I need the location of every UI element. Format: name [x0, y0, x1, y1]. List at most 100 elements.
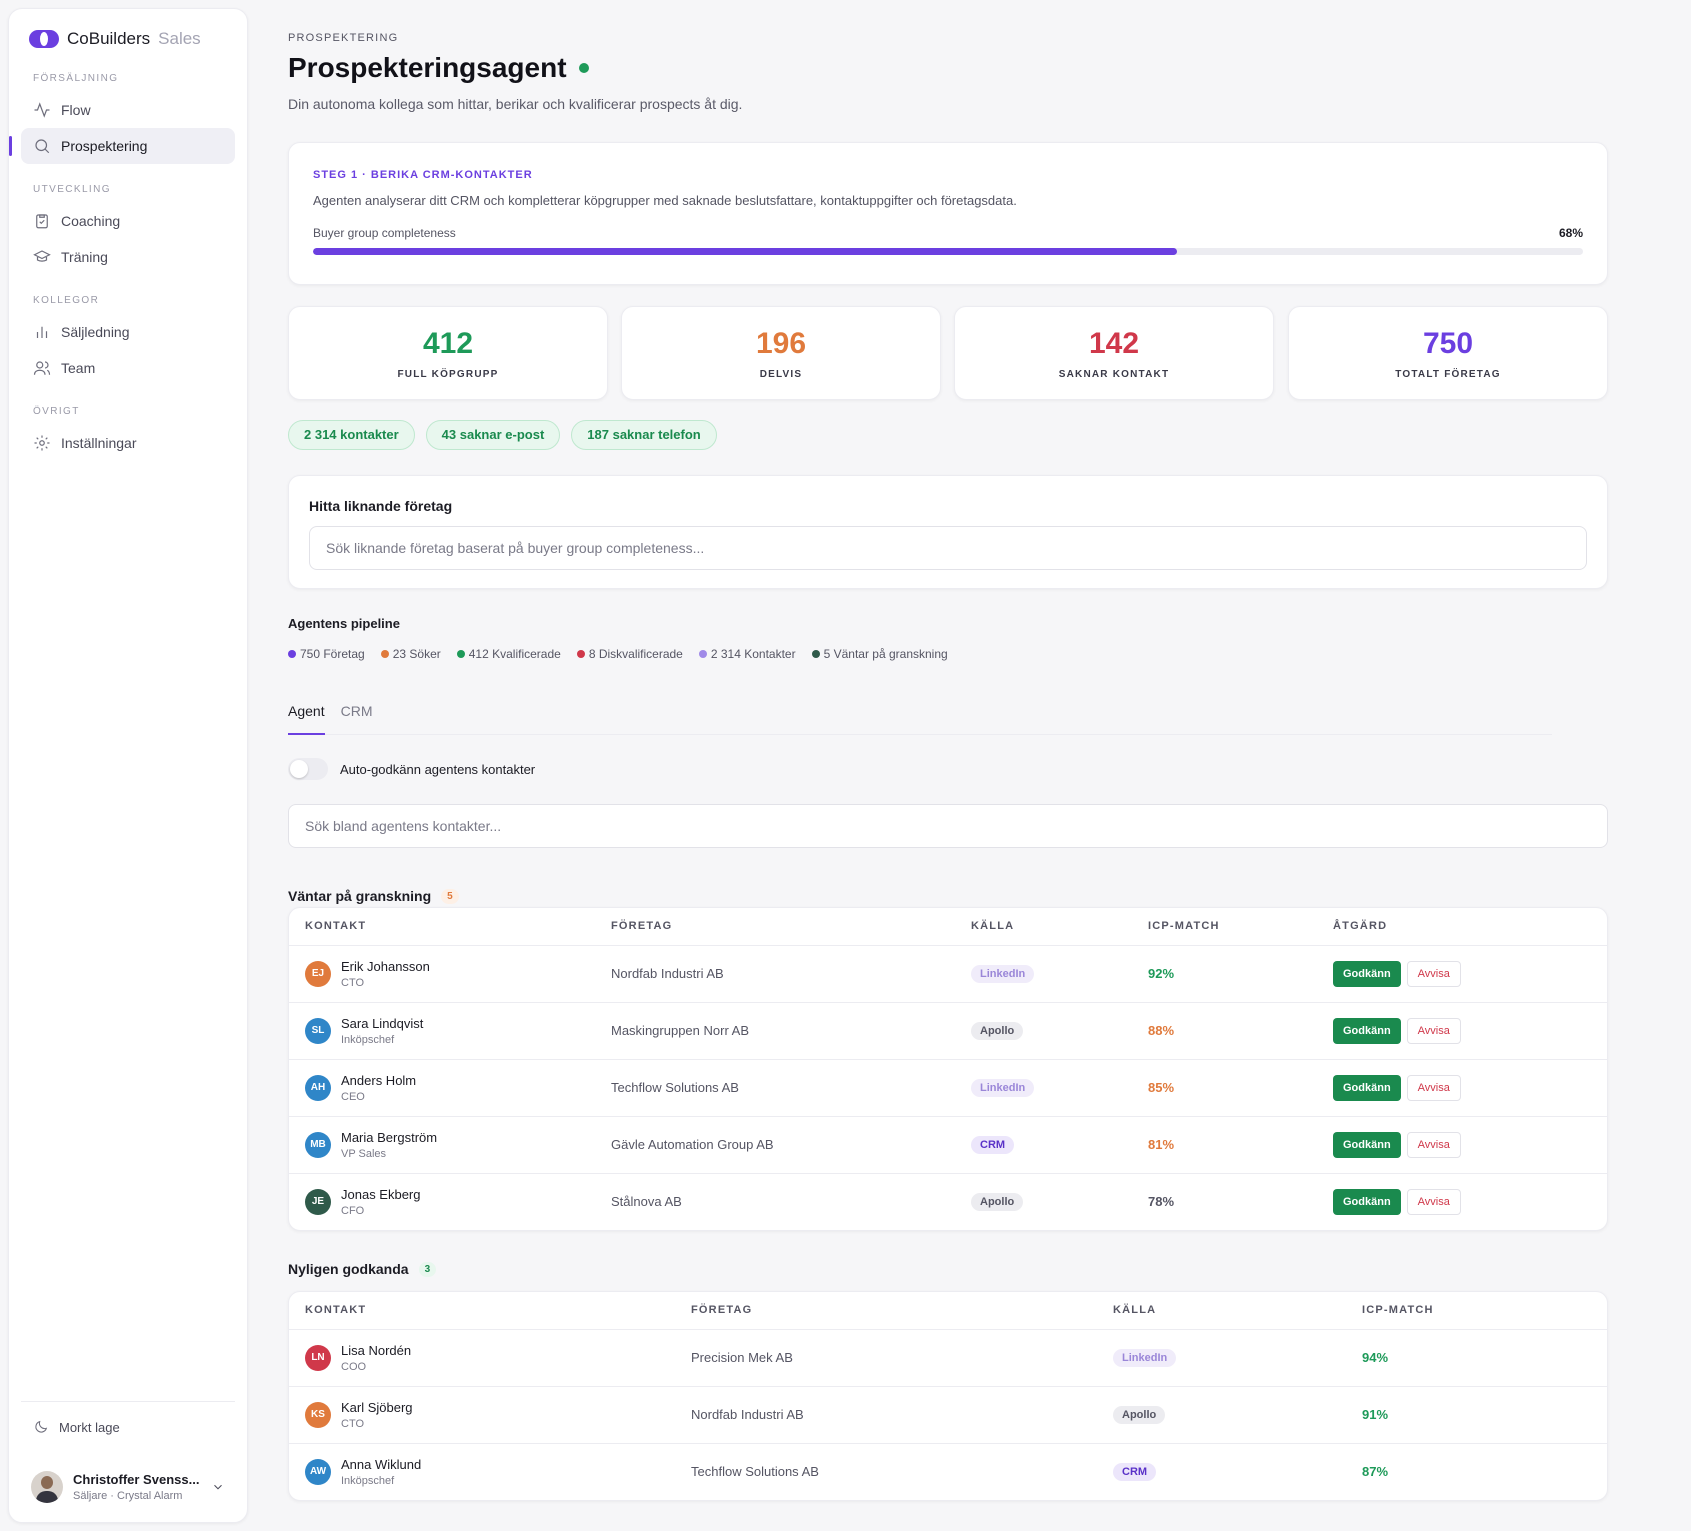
table-header-row: KONTAKT FÖRETAG KÄLLA ICP-MATCH ÅTGÄRD	[289, 908, 1607, 946]
contact-name[interactable]: Sara Lindqvist	[341, 1015, 424, 1031]
status-dot	[578, 63, 589, 73]
contact-name[interactable]: Erik Johansson	[341, 958, 430, 974]
reject-button[interactable]: Avvisa	[1406, 960, 1461, 987]
pill-contacts[interactable]: 2 314 kontakter	[288, 420, 415, 450]
reject-button[interactable]: Avvisa	[1406, 1017, 1461, 1044]
sidebar-item-traning[interactable]: Träning	[21, 239, 235, 275]
brand-name: CoBuilders	[67, 29, 151, 48]
nav-section-kollegor: KOLLEGOR Säljledning Team	[9, 295, 247, 386]
approve-button[interactable]: Godkänn	[1333, 1074, 1401, 1101]
legend-dot	[811, 650, 820, 658]
similar-title: Hitta liknande företag	[309, 498, 453, 514]
column-header: KÄLLA	[955, 908, 1132, 946]
approved-table: KONTAKT FÖRETAG KÄLLA ICP-MATCH LN Lisa N…	[289, 1292, 1607, 1500]
page-title-row: Prospekteringsagent	[288, 52, 589, 84]
chevron-down-icon[interactable]	[211, 1480, 225, 1494]
approve-button[interactable]: Godkänn	[1333, 1131, 1401, 1158]
stat-card-full-kopgrupp[interactable]: 412 FULL KÖPGRUPP	[288, 306, 608, 400]
stat-card-delvis[interactable]: 196 DELVIS	[621, 306, 941, 400]
auto-approve-row: Auto-godkänn agentens kontakter	[288, 758, 535, 780]
progress-fill	[313, 248, 1177, 255]
contact-info: Maria Bergström VP Sales	[341, 1130, 437, 1160]
icp-cell: 78%	[1132, 1173, 1317, 1230]
user-menu[interactable]: Christoffer Svenss... Säljare · Crystal …	[9, 1452, 247, 1522]
pending-table: KONTAKT FÖRETAG KÄLLA ICP-MATCH ÅTGÄRD E…	[289, 908, 1607, 1230]
progress-bar	[313, 248, 1583, 255]
contact: SL Sara Lindqvist Inköpschef	[305, 1016, 579, 1046]
avatar: AH	[305, 1074, 331, 1101]
nav-heading: KOLLEGOR	[33, 295, 100, 306]
approved-table-body: LN Lisa Nordén COO Precision Mek AB LinkedIn…	[289, 1329, 1607, 1500]
contact-role: CEO	[341, 1090, 365, 1103]
icp-match-value: 81%	[1148, 1137, 1175, 1152]
company-cell: Maskingruppen Norr AB	[595, 1002, 955, 1060]
brand-logo[interactable]: CoBuilders Sales	[9, 9, 247, 53]
source-badge: Apollo	[1113, 1405, 1166, 1424]
stat-label: SAKNAR KONTAKT	[1058, 369, 1170, 380]
approved-table-card: KONTAKT FÖRETAG KÄLLA ICP-MATCH LN Lisa N…	[288, 1291, 1608, 1501]
stat-card-saknar-kontakt[interactable]: 142 SAKNAR KONTAKT	[954, 306, 1274, 400]
icp-cell: 91%	[1346, 1386, 1607, 1444]
contact-name[interactable]: Jonas Ekberg	[341, 1186, 421, 1202]
contact-name[interactable]: Lisa Nordén	[341, 1342, 412, 1358]
source-cell: LinkedIn	[1097, 1329, 1346, 1387]
approve-button[interactable]: Godkänn	[1333, 1188, 1401, 1215]
stat-label: TOTALT FÖRETAG	[1395, 369, 1501, 380]
sidebar-item-prospektering[interactable]: Prospektering	[9, 128, 235, 164]
approved-title: Nyligen godkanda	[288, 1261, 409, 1277]
pill-missing-email[interactable]: 43 saknar e-post	[425, 420, 561, 450]
legend-dot	[380, 650, 389, 658]
contact: AW Anna Wiklund Inköpschef	[305, 1457, 659, 1487]
contact-name[interactable]: Maria Bergström	[341, 1129, 438, 1145]
approve-button[interactable]: Godkänn	[1333, 960, 1401, 987]
contact-name[interactable]: Anna Wiklund	[341, 1456, 422, 1472]
similar-search-input[interactable]: Sök liknande företag baserat på buyer gr…	[309, 526, 1587, 570]
bar-chart-icon	[36, 326, 48, 338]
action-cell: Godkänn Avvisa	[1317, 1002, 1607, 1060]
column-header: ICP-MATCH	[1132, 908, 1317, 946]
sidebar-item-flow[interactable]: Flow	[21, 92, 235, 128]
sidebar-item-coaching[interactable]: Coaching	[21, 203, 235, 239]
icp-cell: 94%	[1346, 1329, 1607, 1387]
reject-button[interactable]: Avvisa	[1406, 1131, 1461, 1158]
stat-card-totalt-foretag[interactable]: 750 TOTALT FÖRETAG	[1288, 306, 1608, 400]
tab-crm[interactable]: CRM	[340, 703, 373, 719]
table-row: EJ Erik Johansson CTO Nordfab Industri AB Li…	[289, 945, 1607, 1003]
contact-info: Lisa Nordén COO	[341, 1343, 411, 1373]
company-cell: Stålnova AB	[611, 1194, 682, 1210]
sidebar-item-team[interactable]: Team	[21, 350, 235, 386]
stat-value: 142	[1088, 327, 1140, 360]
breadcrumb: PROSPEKTERING	[288, 32, 399, 44]
auto-approve-label: Auto-godkänn agentens kontakter	[340, 761, 536, 777]
page-title: Prospekteringsagent	[288, 52, 567, 83]
sidebar-item-installningar[interactable]: Inställningar	[21, 425, 235, 461]
dark-mode-toggle[interactable]: Morkt lage	[9, 1402, 247, 1452]
contact: EJ Erik Johansson CTO	[305, 959, 579, 989]
page-subtitle: Din autonoma kollega som hittar, berikar…	[288, 96, 743, 112]
contact-info: Karl Sjöberg CTO	[341, 1400, 413, 1430]
icp-cell: 92%	[1132, 945, 1317, 1003]
icp-match-value: 87%	[1362, 1464, 1389, 1480]
pending-section-title: Väntar på granskning 5	[288, 888, 459, 904]
stat-value: 196	[755, 327, 807, 360]
pipeline-title: Agentens pipeline	[288, 616, 400, 631]
progress-label: Buyer group completeness	[313, 226, 456, 240]
tab-agent[interactable]: Agent	[288, 700, 325, 735]
icp-match-value: 94%	[1362, 1350, 1389, 1365]
reject-button[interactable]: Avvisa	[1406, 1188, 1461, 1215]
agent-contacts-search-input[interactable]: Sök bland agentens kontakter...	[288, 804, 1608, 848]
reject-button[interactable]: Avvisa	[1406, 1074, 1461, 1101]
source-cell: LinkedIn	[955, 1059, 1132, 1117]
pill-missing-phone[interactable]: 187 saknar telefon	[571, 420, 717, 450]
stat-value: 412	[422, 327, 474, 360]
contact-role: COO	[341, 1360, 367, 1373]
search-icon	[35, 139, 50, 154]
auto-approve-toggle[interactable]	[288, 758, 328, 780]
contact-name[interactable]: Karl Sjöberg	[341, 1399, 413, 1415]
contact-name[interactable]: Anders Holm	[341, 1072, 417, 1088]
sidebar-item-saljledning[interactable]: Säljledning	[21, 314, 235, 350]
source-cell: Apollo	[955, 1002, 1132, 1060]
gear-icon	[34, 435, 50, 451]
divider	[21, 1401, 235, 1402]
approve-button[interactable]: Godkänn	[1333, 1017, 1401, 1044]
